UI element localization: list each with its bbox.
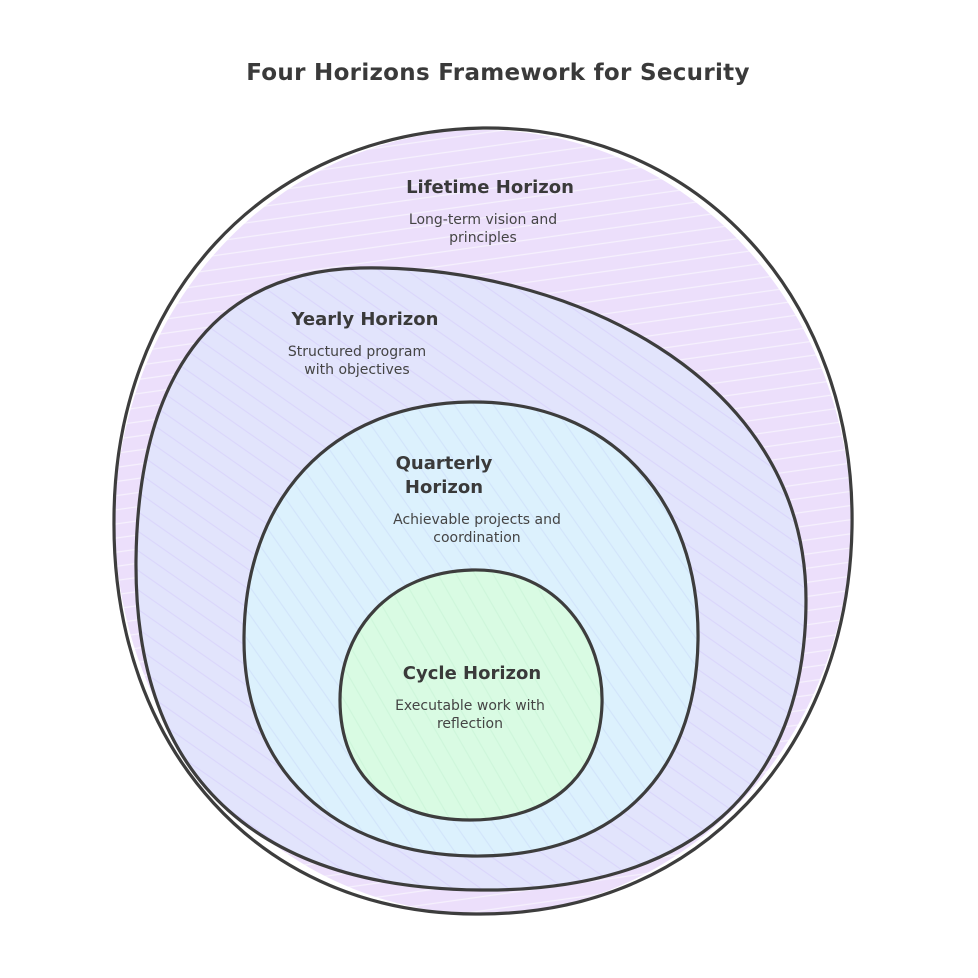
- quarterly-horizon-description-line: coordination: [433, 530, 520, 546]
- yearly-horizon-description-line: with objectives: [304, 362, 409, 378]
- cycle-horizon: Cycle Horizon Executable work with reflec…: [338, 568, 604, 822]
- lifetime-horizon-description-line: Long-term vision and: [409, 212, 557, 228]
- lifetime-horizon-description: Long-term vision and principles: [409, 212, 557, 246]
- yearly-horizon-title-line: Yearly Horizon: [291, 309, 439, 330]
- cycle-horizon-description: Executable work with reflection: [395, 698, 545, 732]
- cycle-horizon-title-line: Cycle Horizon: [403, 663, 541, 684]
- quarterly-horizon-description: Achievable projects and coordination: [393, 512, 561, 546]
- quarterly-horizon-title-line: Horizon: [405, 477, 483, 498]
- lifetime-horizon-outline: [112, 126, 854, 916]
- quarterly-horizon-description-line: Achievable projects and: [393, 512, 561, 528]
- quarterly-horizon-title-line: Quarterly: [396, 453, 493, 474]
- yearly-horizon-description-line: Structured program: [288, 344, 426, 360]
- yearly-horizon-title: Yearly Horizon: [291, 309, 439, 330]
- lifetime-horizon-description-line: principles: [449, 230, 517, 246]
- cycle-horizon-description-line: reflection: [437, 716, 503, 732]
- yearly-horizon-description: Structured program with objectives: [288, 344, 426, 378]
- cycle-horizon-outline: [338, 568, 604, 822]
- yearly-horizon-outline: [134, 266, 808, 892]
- quarterly-horizon-title: Quarterly Horizon: [396, 453, 493, 498]
- lifetime-horizon-title: Lifetime Horizon: [406, 177, 574, 198]
- quarterly-horizon-outline: [242, 400, 700, 858]
- cycle-horizon-title: Cycle Horizon: [403, 663, 541, 684]
- diagram-title: Four Horizons Framework for Security: [246, 60, 750, 86]
- lifetime-horizon-title-line: Lifetime Horizon: [406, 177, 574, 198]
- cycle-horizon-fill: [340, 569, 603, 820]
- cycle-horizon-description-line: Executable work with: [395, 698, 545, 714]
